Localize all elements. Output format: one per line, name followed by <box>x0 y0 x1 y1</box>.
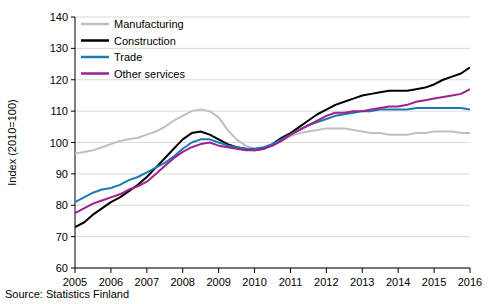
y-tick <box>71 111 75 112</box>
source: Source: Statistics Finland <box>5 288 129 300</box>
x-tick-label: 2013 <box>350 276 374 288</box>
x-tick-label: 2008 <box>170 276 194 288</box>
x-axis <box>75 268 470 269</box>
x-tick <box>254 268 255 273</box>
x-tick-label: 2010 <box>242 276 266 288</box>
x-tick <box>470 268 471 273</box>
series-line <box>75 110 470 154</box>
y-tick <box>71 79 75 80</box>
x-tick-label: 2005 <box>63 276 87 288</box>
series-line <box>75 67 470 227</box>
grid-line <box>75 236 470 237</box>
x-tick <box>362 268 363 273</box>
y-tick-label: 70 <box>56 231 68 243</box>
y-tick <box>71 236 75 237</box>
y-tick <box>71 205 75 206</box>
y-tick <box>71 173 75 174</box>
x-tick-label: 2016 <box>458 276 482 288</box>
x-tick <box>75 268 76 273</box>
y-tick-label: 80 <box>56 199 68 211</box>
legend-label: Manufacturing <box>114 18 184 30</box>
x-tick-label: 2006 <box>99 276 123 288</box>
legend-swatch <box>81 56 109 59</box>
y-tick <box>71 48 75 49</box>
x-tick <box>326 268 327 273</box>
y-tick-label: 60 <box>56 262 68 274</box>
y-tick-label: 130 <box>50 42 68 54</box>
legend-swatch <box>81 23 109 26</box>
legend-label: Trade <box>114 51 142 63</box>
x-tick-label: 2014 <box>386 276 410 288</box>
x-tick <box>110 268 111 273</box>
y-tick-label: 100 <box>50 137 68 149</box>
y-tick <box>71 17 75 18</box>
grid-line <box>75 173 470 174</box>
legend-label: Other services <box>114 68 185 80</box>
grid-line <box>75 111 470 112</box>
x-tick-label: 2011 <box>279 276 303 288</box>
y-tick-label: 90 <box>56 168 68 180</box>
x-tick <box>434 268 435 273</box>
chart: 60 70 80 90 100 110 120 130 140 2005 2006 2007 2008 2… <box>0 0 493 304</box>
grid-line <box>75 268 470 269</box>
x-tick <box>218 268 219 273</box>
y-tick <box>71 142 75 143</box>
y-axis <box>75 17 76 268</box>
lines <box>75 67 470 227</box>
legend-swatch <box>81 72 109 75</box>
x-tick <box>146 268 147 273</box>
y-tick-label: 140 <box>50 11 68 23</box>
y-tick-label: 120 <box>50 74 68 86</box>
x-tick-label: 2015 <box>422 276 446 288</box>
series-line <box>75 89 470 213</box>
y-tick <box>71 268 75 269</box>
x-tick-label: 2012 <box>314 276 338 288</box>
y-tick-label: 110 <box>50 105 68 117</box>
x-tick <box>398 268 399 273</box>
grid-line <box>75 48 470 49</box>
grid-line <box>75 205 470 206</box>
legend-swatch <box>81 39 109 42</box>
x-tick <box>182 268 183 273</box>
y-axis-label: Index (2010=100) <box>6 99 18 186</box>
x-tick-label: 2009 <box>206 276 230 288</box>
x-tick-label: 2007 <box>135 276 159 288</box>
legend-label: Construction <box>114 35 176 47</box>
x-tick <box>290 268 291 273</box>
